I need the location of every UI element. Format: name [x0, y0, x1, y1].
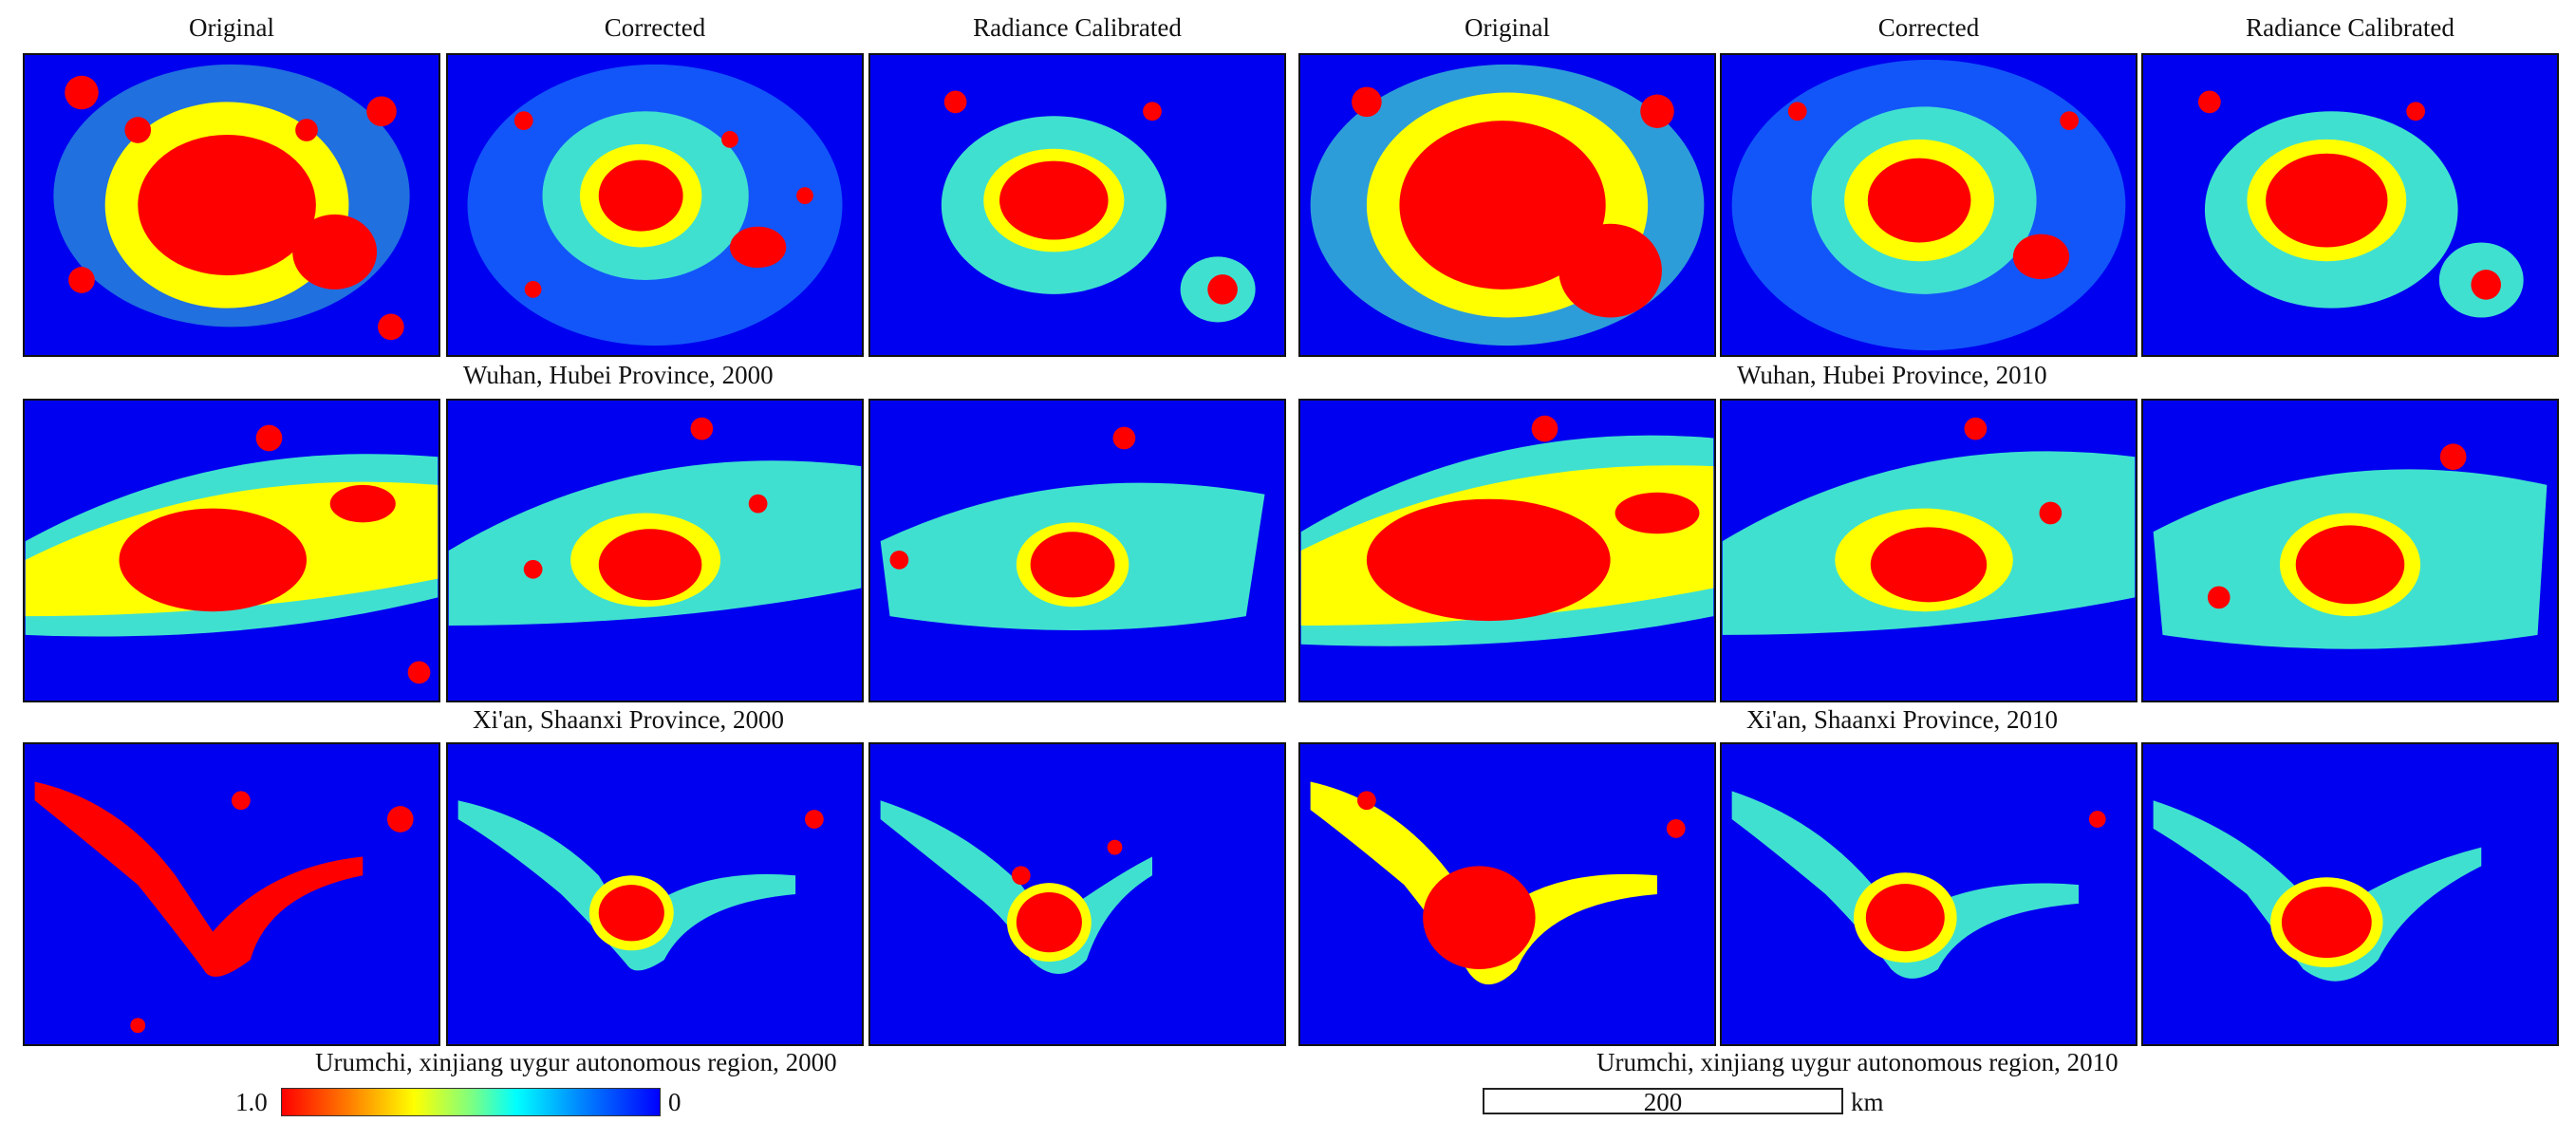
header-original-2000: Original — [189, 13, 274, 42]
nightlight-map — [2153, 443, 2548, 649]
colorbar-max-label: 1.0 — [235, 1088, 268, 1116]
header-original-2010: Original — [1465, 13, 1550, 42]
nightlight-map — [941, 90, 1256, 323]
panel-xian-2010-radiance — [2141, 399, 2559, 702]
panel-urumchi-2010-corrected — [1720, 742, 2137, 1046]
nightlight-map — [34, 781, 414, 1034]
nightlight-map — [2198, 90, 2524, 318]
nightlight-map — [880, 426, 1265, 630]
panel-urumchi-2000-original — [23, 742, 440, 1046]
nightlight-map — [1722, 417, 2136, 635]
nightlight-map — [880, 800, 1152, 974]
scale-bar-unit: km — [1851, 1088, 1884, 1116]
header-corrected-2000: Corrected — [604, 13, 706, 42]
colorbar-min-label: 0 — [668, 1088, 681, 1116]
panel-urumchi-2000-corrected — [446, 742, 864, 1046]
nightlight-map — [467, 64, 843, 346]
panel-urumchi-2010-original — [1298, 742, 1716, 1046]
nightlight-map — [2153, 800, 2482, 982]
nightlight-map — [53, 64, 410, 341]
panel-wuhan-2000-radiance — [868, 53, 1286, 357]
panel-xian-2010-original — [1298, 399, 1716, 702]
caption-wuhan-2010: Wuhan, Hubei Province, 2010 — [1737, 361, 2047, 389]
panel-xian-2000-radiance — [868, 399, 1286, 702]
header-radiance-2010: Radiance Calibrated — [2246, 13, 2455, 42]
panel-urumchi-2000-radiance — [868, 742, 1286, 1046]
caption-urumchi-2000: Urumchi, xinjiang uygur autonomous regio… — [315, 1048, 837, 1076]
caption-xian-2010: Xi'an, Shaanxi Province, 2010 — [1746, 705, 2059, 734]
colorbar — [281, 1088, 661, 1116]
panel-wuhan-2010-original — [1298, 53, 1716, 357]
scale-bar-value: 200 — [1643, 1088, 1683, 1116]
caption-xian-2000: Xi'an, Shaanxi Province, 2000 — [473, 705, 785, 734]
panel-xian-2000-original — [23, 399, 440, 702]
caption-urumchi-2010: Urumchi, xinjiang uygur autonomous regio… — [1596, 1048, 2119, 1076]
panel-urumchi-2010-radiance — [2141, 742, 2559, 1046]
header-radiance-2000: Radiance Calibrated — [973, 13, 1182, 42]
nightlight-map — [1310, 64, 1705, 346]
panel-wuhan-2000-corrected — [446, 53, 864, 357]
panel-wuhan-2010-radiance — [2141, 53, 2559, 357]
nightlight-map — [448, 417, 862, 626]
nightlight-map — [1731, 59, 2126, 351]
scale-bar: 200 — [1483, 1088, 1843, 1116]
panel-xian-2010-corrected — [1720, 399, 2137, 702]
caption-wuhan-2000: Wuhan, Hubei Province, 2000 — [463, 361, 774, 389]
header-corrected-2010: Corrected — [1877, 13, 1980, 42]
nightlight-map — [25, 424, 439, 684]
nightlight-map — [1731, 791, 2106, 979]
nightlight-map — [1300, 415, 1714, 646]
nightlight-map — [1310, 781, 1686, 985]
panel-wuhan-2010-corrected — [1720, 53, 2137, 357]
panel-xian-2000-corrected — [446, 399, 864, 702]
nightlight-map — [457, 800, 824, 971]
panel-wuhan-2000-original — [23, 53, 440, 357]
